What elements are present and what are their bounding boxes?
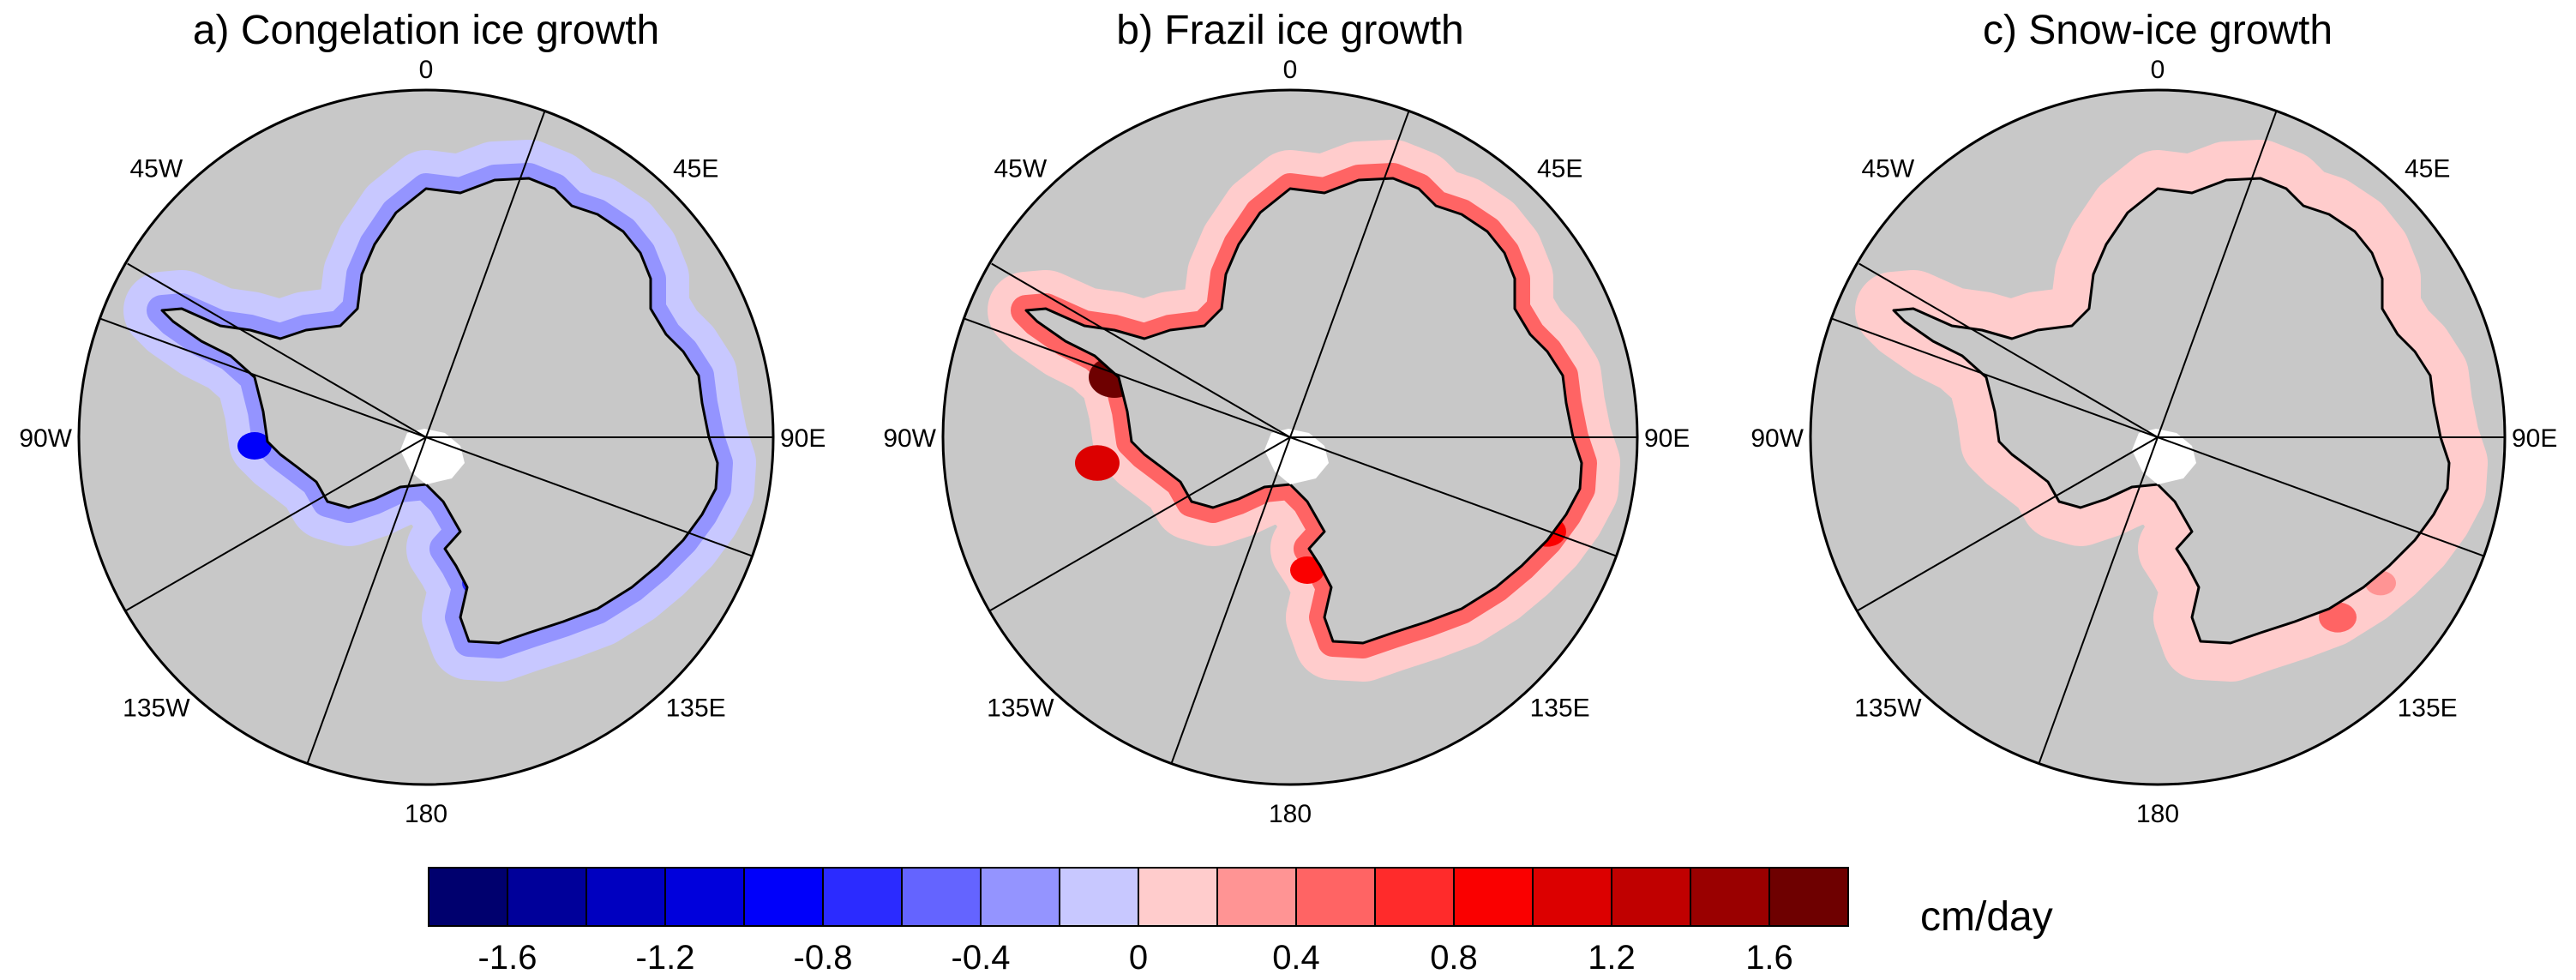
colorbar-tick-label: -0.8 bbox=[794, 939, 853, 977]
longitude-label: 45E bbox=[673, 154, 718, 183]
longitude-label: 90W bbox=[883, 424, 936, 453]
longitude-label: 90E bbox=[780, 424, 826, 453]
longitude-label: 135E bbox=[666, 694, 726, 723]
colorbar-tick-label: -1.2 bbox=[636, 939, 695, 977]
panel-title: c) Snow-ice growth bbox=[1983, 8, 2333, 53]
longitude-label: 45E bbox=[2405, 154, 2450, 183]
colorbar-swatch bbox=[1532, 867, 1612, 927]
map-border bbox=[941, 88, 1639, 786]
longitude-label: 180 bbox=[405, 800, 447, 828]
colorbar-swatch bbox=[1453, 867, 1534, 927]
map-border bbox=[1809, 88, 2507, 786]
longitude-label: 135W bbox=[987, 694, 1054, 723]
meridian-lines bbox=[1831, 111, 2505, 764]
colorbar-tick-label: 1.6 bbox=[1745, 939, 1793, 977]
map-border bbox=[77, 88, 775, 786]
longitude-label: 45W bbox=[1861, 154, 1914, 183]
colorbar-swatch bbox=[1374, 867, 1455, 927]
panel-title: a) Congelation ice growth bbox=[193, 8, 659, 53]
longitude-label: 0 bbox=[419, 56, 434, 84]
longitude-label: 45W bbox=[129, 154, 183, 183]
colorbar-swatch bbox=[1690, 867, 1770, 927]
longitude-label: 90E bbox=[1644, 424, 1690, 453]
longitude-label: 135W bbox=[123, 694, 190, 723]
sea-ice-field bbox=[1894, 178, 2449, 643]
meridian-lines bbox=[964, 111, 1637, 764]
polar-map-panel-3: c) Snow-ice growth 0 45E 90E 135E 180 135W 90W 4… bbox=[1750, 8, 2557, 828]
longitude-label: 0 bbox=[1283, 56, 1298, 84]
sea-ice-field bbox=[162, 178, 718, 643]
ice-growth-spot bbox=[237, 432, 272, 460]
colorbar-swatch bbox=[1216, 867, 1297, 927]
colorbar-swatch bbox=[980, 867, 1060, 927]
ice-growth-spot bbox=[1290, 556, 1324, 584]
colorbar-tick-label: 0 bbox=[1129, 939, 1148, 977]
colorbar-tick-label: 0.8 bbox=[1430, 939, 1478, 977]
longitude-label: 135W bbox=[1854, 694, 1922, 723]
colorbar-tick-label: -1.6 bbox=[478, 939, 537, 977]
colorbar-swatch bbox=[585, 867, 666, 927]
colorbar-swatch bbox=[1768, 867, 1849, 927]
longitude-label: 180 bbox=[1269, 800, 1312, 828]
colorbar: -1.6 -1.2 -0.8 -0.4 0 0.4 0.8 1.2 1.6 cm/day bbox=[428, 867, 2053, 977]
colorbar-swatch bbox=[1295, 867, 1376, 927]
colorbar-units: cm/day bbox=[1920, 894, 2053, 940]
colorbar-tick-label: 1.2 bbox=[1588, 939, 1636, 977]
colorbar-swatch bbox=[428, 867, 508, 927]
longitude-label: 135E bbox=[2398, 694, 2458, 723]
colorbar-swatch bbox=[664, 867, 745, 927]
polar-map-panel-1: a) Congelation ice growth 0 45E 90E 135E 180 1… bbox=[19, 8, 826, 828]
longitude-label: 0 bbox=[2151, 56, 2165, 84]
colorbar-tick-label: 0.4 bbox=[1272, 939, 1320, 977]
longitude-label: 45E bbox=[1537, 154, 1582, 183]
longitude-label: 180 bbox=[2136, 800, 2179, 828]
colorbar-swatch bbox=[1611, 867, 1691, 927]
colorbar-swatch bbox=[901, 867, 982, 927]
panel-title: b) Frazil ice growth bbox=[1116, 8, 1463, 53]
longitude-label: 45W bbox=[994, 154, 1047, 183]
colorbar-swatch bbox=[507, 867, 587, 927]
colorbar-swatch bbox=[1059, 867, 1139, 927]
longitude-label: 90E bbox=[2512, 424, 2557, 453]
meridian-lines bbox=[99, 111, 773, 764]
colorbar-swatch bbox=[822, 867, 903, 927]
longitude-label: 90W bbox=[19, 424, 72, 453]
longitude-label: 135E bbox=[1530, 694, 1590, 723]
colorbar-swatch bbox=[743, 867, 824, 927]
longitude-label: 90W bbox=[1750, 424, 1804, 453]
colorbar-tick-label: -0.4 bbox=[952, 939, 1011, 977]
colorbar-swatch bbox=[1138, 867, 1218, 927]
polar-map-panel-2: b) Frazil ice growth 0 45E 90E 135E 180 135W 90… bbox=[883, 8, 1690, 828]
ice-growth-spot bbox=[1075, 445, 1120, 481]
